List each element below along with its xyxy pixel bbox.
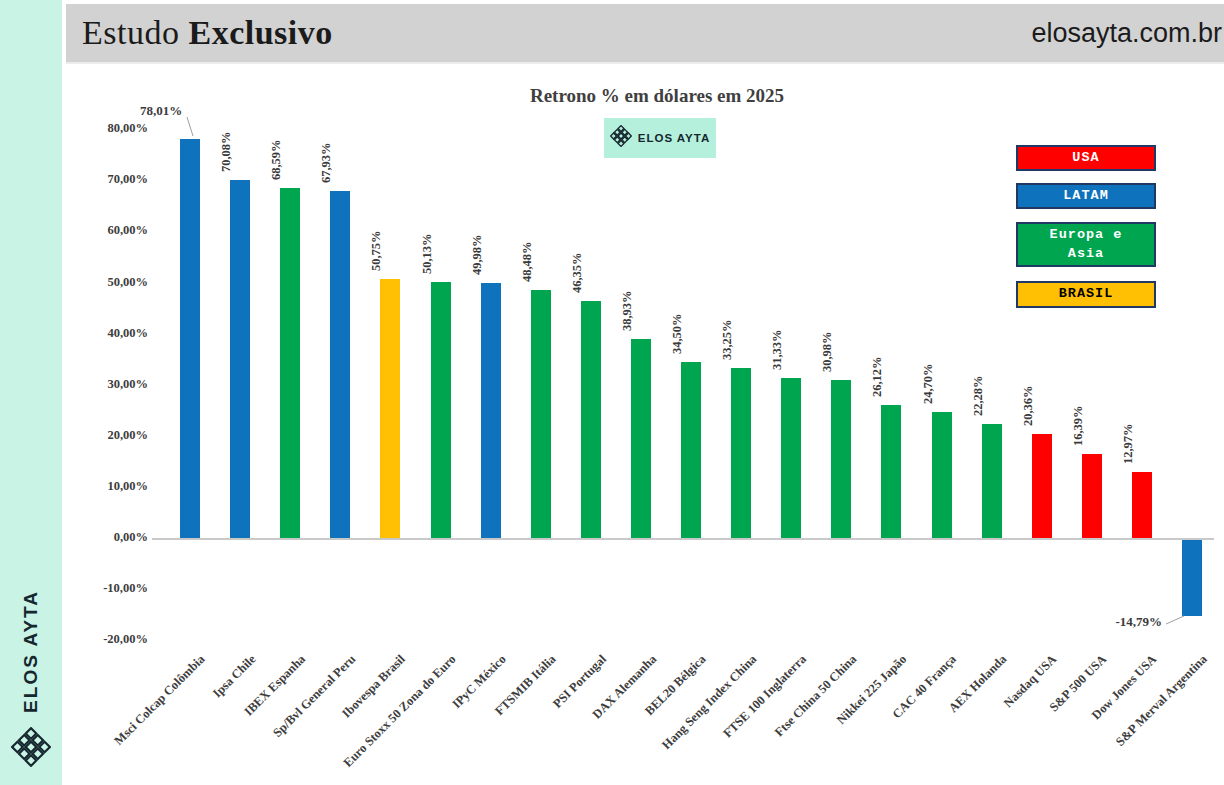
x-axis-line	[152, 538, 1214, 540]
bar-value-label: -14,79%	[1042, 614, 1162, 630]
bar-value-label: 24,70%	[921, 363, 935, 404]
legend-europa_asia: Europa eAsia	[1016, 222, 1156, 267]
bar	[431, 282, 451, 538]
bar	[982, 424, 1002, 538]
bar-value-label: 38,93%	[620, 290, 634, 331]
y-tick-label: 60,00%	[40, 223, 148, 238]
badge-label: ELOS AYTA	[638, 132, 710, 144]
y-tick-label: 70,00%	[40, 172, 148, 187]
bar-value-label: 30,98%	[820, 331, 834, 372]
bar-value-label: 78,01%	[140, 103, 182, 119]
category-label: S&P Merval Argentina	[1113, 652, 1210, 749]
category-label: FTSE 100 Inglaterra	[721, 652, 809, 740]
y-tick-label: 10,00%	[40, 479, 148, 494]
sidebar-brand-text: ELOS AYTA	[20, 590, 42, 713]
y-tick-label: -10,00%	[40, 581, 148, 596]
category-label: Hang Seng Index China	[659, 652, 759, 752]
legend-label: USA	[1072, 149, 1099, 167]
y-tick-label: 80,00%	[40, 121, 148, 136]
bar	[631, 339, 651, 538]
bar	[731, 368, 751, 538]
legend-latam: LATAM	[1016, 183, 1156, 209]
bar	[1032, 434, 1052, 538]
bar	[581, 301, 601, 538]
bar	[330, 191, 350, 538]
y-tick-label: 20,00%	[40, 428, 148, 443]
bar-value-label: 46,35%	[570, 253, 584, 294]
bar	[932, 412, 952, 538]
bar-value-label: 34,50%	[670, 313, 684, 354]
bar	[380, 279, 400, 538]
sidebar: ELOS AYTA	[0, 0, 62, 785]
category-label: Ipsa Chile	[210, 652, 258, 700]
legend-usa: USA	[1016, 145, 1156, 171]
elos-ayta-badge: ELOS AYTA	[604, 118, 716, 158]
bar-value-label: 70,08%	[219, 131, 233, 172]
elos-ayta-lattice-icon	[610, 125, 632, 151]
bar	[180, 139, 200, 538]
bar	[1132, 472, 1152, 538]
bar-value-label: 16,39%	[1071, 406, 1085, 447]
y-tick-label: -20,00%	[40, 632, 148, 647]
bar	[881, 405, 901, 538]
bar-value-label: 50,13%	[420, 233, 434, 274]
legend-brasil: BRASIL	[1016, 281, 1156, 308]
bar	[831, 380, 851, 538]
bar-value-label: 22,28%	[971, 376, 985, 417]
bar-value-label: 67,93%	[319, 142, 333, 183]
y-tick-label: 40,00%	[40, 326, 148, 341]
elos-ayta-lattice-icon	[11, 727, 51, 771]
bar	[531, 290, 551, 538]
bar-value-label: 12,97%	[1121, 423, 1135, 464]
bar-value-label: 26,12%	[870, 356, 884, 397]
legend-label: LATAM	[1063, 187, 1109, 205]
bar-value-label: 48,48%	[520, 242, 534, 283]
page-title-bold: Exclusivo	[188, 14, 332, 51]
header-bar: Estudo Exclusivo elosayta.com.br	[66, 4, 1224, 64]
bar	[481, 283, 501, 538]
bar	[681, 362, 701, 538]
bar-value-label: 20,36%	[1021, 385, 1035, 426]
bar-value-label: 68,59%	[269, 139, 283, 180]
bar-value-label: 50,75%	[369, 230, 383, 271]
chart-title: Retrono % em dólares em 2025	[407, 85, 907, 107]
bar	[781, 378, 801, 538]
bar	[230, 180, 250, 538]
page-title: Estudo Exclusivo	[82, 14, 333, 52]
page-title-regular: Estudo	[82, 14, 188, 51]
y-tick-label: 0,00%	[40, 530, 148, 545]
bar-value-label: 33,25%	[720, 319, 734, 360]
legend-label: Asia	[1068, 245, 1104, 263]
legend-label: Europa e	[1050, 226, 1123, 244]
y-tick-label: 50,00%	[40, 275, 148, 290]
legend-label: BRASIL	[1059, 285, 1114, 303]
y-tick-label: 30,00%	[40, 377, 148, 392]
bar-value-label: 31,33%	[770, 329, 784, 370]
category-label: Msci Colcap Colômbia	[112, 652, 208, 748]
bar	[1082, 454, 1102, 538]
bar-value-label: 49,98%	[470, 234, 484, 275]
bar	[280, 188, 300, 538]
site-url: elosayta.com.br	[1031, 18, 1222, 49]
bar	[1182, 540, 1202, 616]
